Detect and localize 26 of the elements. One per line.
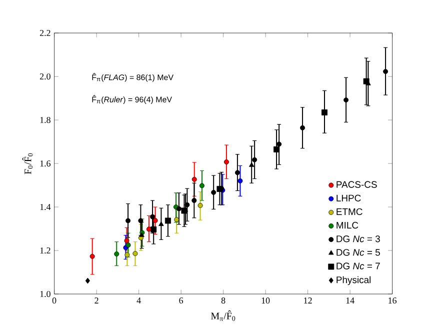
x-tick-label: 10 [262,298,270,304]
legend-label: PACS-CS [336,181,377,188]
x-axis-title: M$_{π}$/F̂$_{0}$ [210,310,236,321]
legend-label: DG Nc = 7 [336,262,380,270]
y-tick-label: 1.4 [40,204,51,210]
legend-label: MILC [336,222,358,229]
x-tick-label: 0 [52,298,56,304]
legend-label: LHPC [336,194,361,202]
x-tick-label: 16 [388,298,397,304]
legend-label: DG Nc = 5 [336,249,380,256]
y-tick-label: 1.6 [40,160,51,167]
legend-label: DG Nc = 3 [336,235,380,242]
y-axis-title: F$_{0}$/F̂$_{0}$ [22,153,33,174]
y-tick-label: 1.2 [40,247,50,254]
legend-label: ETMC [336,208,362,216]
x-tick-label: 2 [94,298,98,304]
x-tick-label: 8 [221,298,226,304]
y-tick-label: 2.0 [40,73,50,80]
x-tick-label: 4 [136,298,141,304]
y-tick-label: 2.2 [40,30,50,36]
x-tick-label: 6 [179,298,184,304]
y-tick-label: 1.0 [40,290,50,298]
x-tick-label: 12 [304,298,312,304]
legend-label: Physical [336,276,371,286]
y-tick-label: 1.8 [40,116,50,124]
x-tick-label: 14 [346,298,354,304]
